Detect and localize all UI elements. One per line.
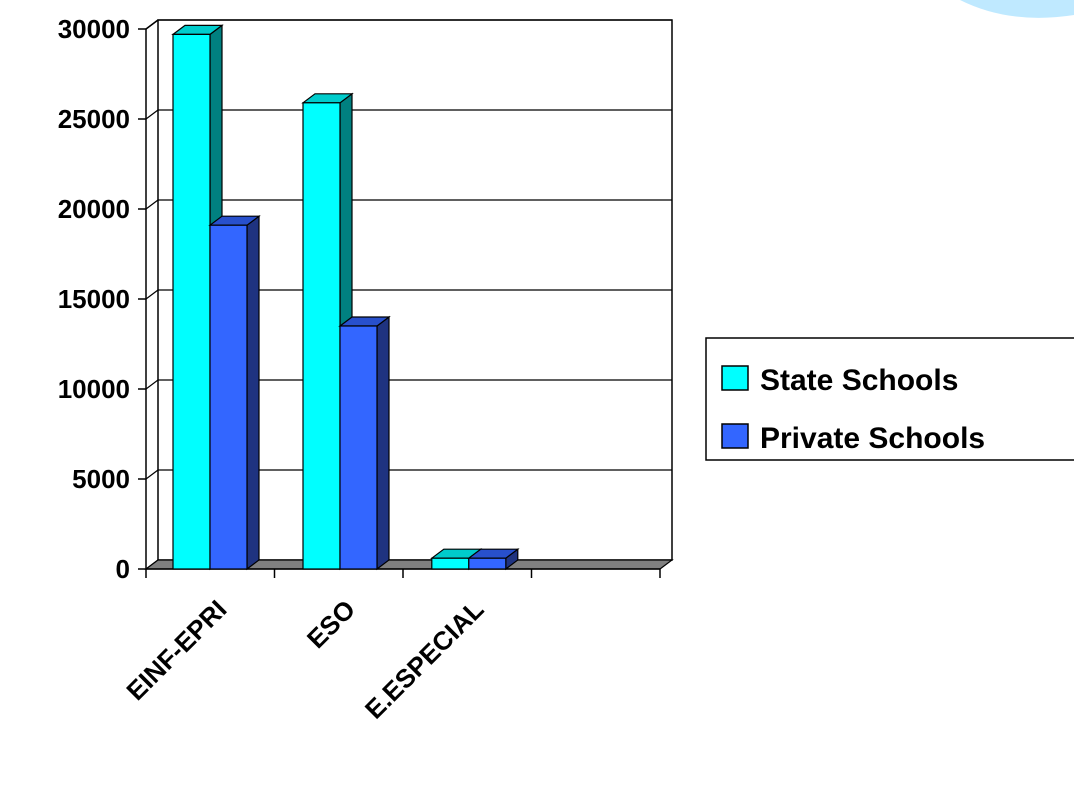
bar-side-private: [377, 317, 389, 569]
gridline-side: [146, 290, 158, 299]
y-tick-label: 30000: [58, 14, 130, 44]
legend-label-private: Private Schools: [760, 422, 985, 455]
y-tick-label: 0: [116, 554, 130, 584]
y-tick-label: 15000: [58, 284, 130, 314]
y-tick-label: 5000: [72, 464, 130, 494]
bar-private: [469, 558, 506, 569]
bar-state: [432, 558, 469, 569]
gridline-side: [146, 470, 158, 479]
corner-decoration: [960, 0, 1074, 18]
bar-state: [303, 103, 340, 569]
y-tick-label: 20000: [58, 194, 130, 224]
legend-label-state: State Schools: [760, 364, 958, 397]
y-tick-label: 25000: [58, 104, 130, 134]
y-axis-top-edge: [146, 20, 158, 29]
bar-side-private: [247, 216, 259, 569]
gridline-side: [146, 200, 158, 209]
legend: State Schools Private Schools: [706, 338, 1074, 460]
bar-state: [173, 34, 210, 569]
y-axis-ticks: 0 5000 10000 15000 20000 25000 30000: [58, 14, 146, 584]
legend-swatch-state: [722, 366, 748, 390]
gridline-side: [146, 110, 158, 119]
bar-private: [210, 225, 247, 569]
x-tick-label: ESO: [301, 594, 361, 654]
bar-private: [340, 326, 377, 569]
x-tick-label: EINF-EPRI: [120, 594, 232, 706]
gridline-side: [146, 380, 158, 389]
x-tick-label: E.ESPECIAL: [359, 594, 490, 725]
legend-swatch-private: [722, 424, 748, 448]
y-tick-label: 10000: [58, 374, 130, 404]
